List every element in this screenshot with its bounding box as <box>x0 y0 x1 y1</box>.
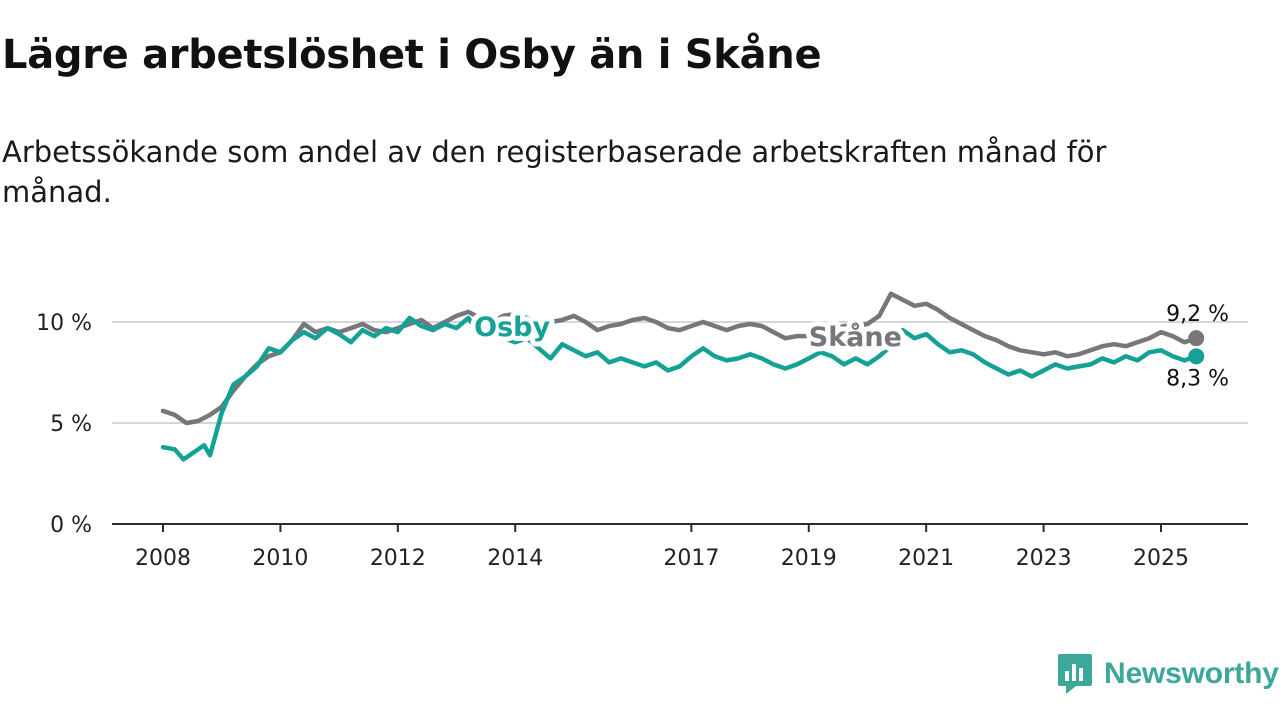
chart-subtitle: Arbetssökande som andel av den registerb… <box>2 135 1107 209</box>
brand-name: Newsworthy <box>1104 657 1279 690</box>
newsworthy-logo-icon <box>1058 654 1092 694</box>
end-markers: 9,2 % 8,3 % <box>1166 302 1229 391</box>
series-label-skåne: Skåne <box>809 321 902 353</box>
end-label-skåne: 9,2 % <box>1166 302 1229 327</box>
x-tick-label: 2021 <box>898 546 954 571</box>
brand-logo[interactable]: Newsworthy <box>1058 654 1279 694</box>
x-tick-label: 2025 <box>1133 546 1189 571</box>
y-tick-label: 5 % <box>50 412 92 437</box>
grid-lines <box>112 321 1248 424</box>
end-marker-osby <box>1188 348 1205 365</box>
x-tick-label: 2010 <box>252 546 308 571</box>
x-tick-label: 2023 <box>1016 546 1072 571</box>
x-tick-label: 2017 <box>663 546 719 571</box>
y-tick-label: 0 % <box>50 513 92 538</box>
series-line-skåne <box>160 291 1199 426</box>
x-axis: 2008 2010 2012 2014 2017 2019 2021 2023 2025 <box>112 523 1248 571</box>
series-label-osby: Osby <box>474 312 550 343</box>
x-tick-label: 2014 <box>487 546 543 571</box>
chart-title: Lägre arbetslöshet i Osby än i Skåne <box>2 32 822 78</box>
series-lines <box>160 291 1199 462</box>
y-tick-label: 10 % <box>36 311 92 336</box>
y-axis-tick-labels: 0 % 5 % 10 % <box>36 311 92 538</box>
x-tick-label: 2019 <box>781 546 837 571</box>
end-marker-skåne <box>1188 330 1205 347</box>
x-tick-label: 2012 <box>370 546 426 571</box>
x-tick-label: 2008 <box>135 546 191 571</box>
series-line-osby <box>160 315 1199 462</box>
end-label-osby: 8,3 % <box>1166 366 1229 391</box>
series-labels: Skåne Osby <box>469 307 907 358</box>
